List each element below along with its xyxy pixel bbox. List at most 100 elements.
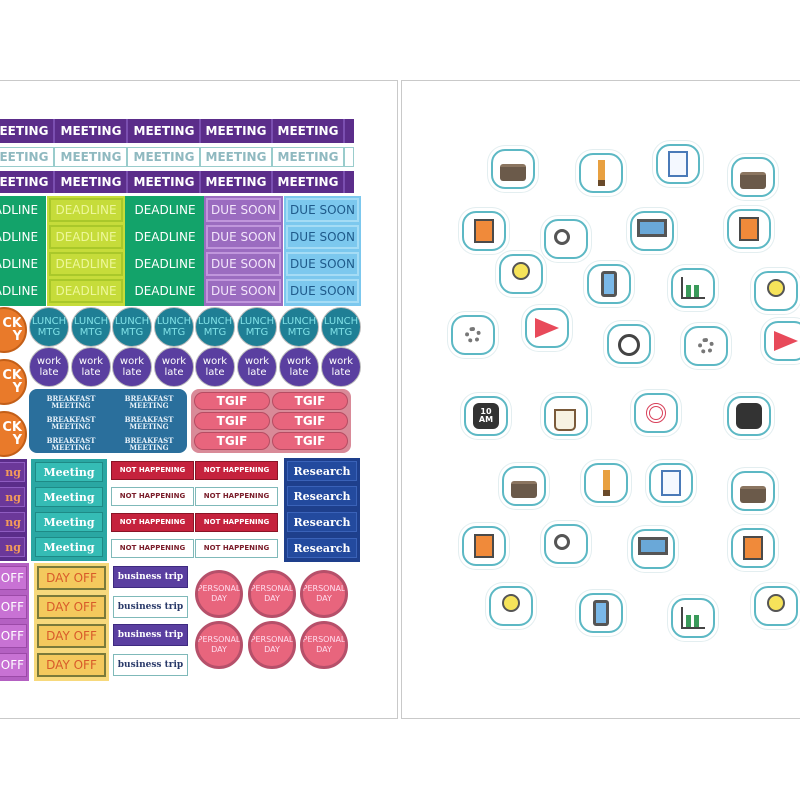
bar-chart-icon <box>671 598 715 638</box>
sticker-text: DAY <box>211 645 227 654</box>
coffee-mug-icon <box>544 396 588 436</box>
day-off-sticker: DAY OFF <box>37 566 106 590</box>
sticker-text: MTG <box>287 326 311 338</box>
work-late-sticker: work late <box>112 347 152 387</box>
sticker-text: LUNCH <box>323 315 359 327</box>
tgif-sticker: TGIF <box>194 432 270 450</box>
sticker-text: LUNCH <box>31 315 67 327</box>
lunch-mtg-sticker: LUNCH MTG <box>237 307 277 347</box>
sick-day-sticker: CK Y <box>0 359 27 405</box>
deadline-sticker: DEADLINE <box>49 225 123 249</box>
meeting-banner-row <box>0 147 354 167</box>
sticker-text: LUNCH <box>197 315 233 327</box>
deadline-sticker: DEADLINE <box>127 225 203 249</box>
breakfast-meeting-sticker: BREAKFAST MEETING <box>41 393 101 411</box>
tgif-sticker: TGIF <box>272 392 348 410</box>
checklist-glyph <box>661 470 681 496</box>
breakfast-meeting-sticker: BREAKFAST MEETING <box>41 414 101 432</box>
gear-glyph <box>465 327 481 343</box>
deadline-sticker: DEADLINE <box>49 198 123 222</box>
phone-glyph <box>593 600 609 626</box>
not-happening-sticker: NOT HAPPENING <box>195 487 278 506</box>
sticker-text: LUNCH <box>114 315 150 327</box>
personal-day-sticker: PERSONAL DAY <box>195 570 243 618</box>
briefcase-glyph <box>740 172 766 189</box>
deadline-sticker: DEADLINE <box>0 279 44 303</box>
meeting-banner-row <box>0 119 354 143</box>
magnifier-glyph <box>554 534 570 550</box>
lunch-mtg-sticker: LUNCH MTG <box>71 307 111 347</box>
meeting-sticker-script: Meeting <box>35 487 103 507</box>
sticker-text: work <box>202 355 228 367</box>
sick-day-sticker: CK Y <box>0 307 27 353</box>
megaphone-glyph <box>774 331 798 351</box>
calculator-icon <box>727 209 771 249</box>
deadline-sticker: DEADLINE <box>127 198 203 222</box>
laptop-glyph <box>637 219 667 237</box>
research-sticker: Research <box>287 512 357 532</box>
calculator-glyph <box>739 217 759 241</box>
tgif-sticker: TGIF <box>272 412 348 430</box>
sticker-text: BREAKFAST <box>124 415 174 424</box>
sticker-text: late <box>289 366 309 378</box>
checklist-glyph <box>668 151 688 177</box>
lightbulb-icon <box>754 271 798 311</box>
breakfast-meeting-sticker: BREAKFAST MEETING <box>119 414 179 432</box>
sticker-text: BREAKFAST <box>46 394 96 403</box>
watch-time-text: 10 <box>480 407 492 416</box>
meeting-sticker: MEETING <box>56 147 128 167</box>
sticker-text: LUNCH <box>156 315 192 327</box>
lunch-mtg-sticker: LUNCH MTG <box>279 307 319 347</box>
sticker-text: LUNCH <box>239 315 275 327</box>
calculator-glyph <box>474 219 494 243</box>
not-happening-sticker: NOT HAPPENING <box>111 461 194 480</box>
lightbulb-glyph <box>767 279 785 297</box>
sticker-text: work <box>119 355 145 367</box>
sticker-text: late <box>39 366 59 378</box>
tgif-sticker: TGIF <box>272 432 348 450</box>
due-soon-sticker: DUE SOON <box>206 279 281 303</box>
meeting-sticker-script: Meeting <box>35 462 103 482</box>
sick-day-text: Y <box>12 329 22 344</box>
gear-icon <box>451 315 495 355</box>
briefcase-icon <box>731 471 775 511</box>
target-icon <box>634 393 678 433</box>
lightbulb-icon <box>754 586 798 626</box>
day-off-fragment-sticker: OFF <box>0 653 27 677</box>
sticker-text: BREAKFAST <box>124 394 174 403</box>
lunch-mtg-sticker: LUNCH MTG <box>321 307 361 347</box>
business-trip-sticker: business trip <box>113 624 188 646</box>
sticker-text: MTG <box>203 326 227 338</box>
sticker-text: late <box>205 366 225 378</box>
deadline-sticker: DEADLINE <box>0 225 44 249</box>
sticker-text: PERSONAL <box>250 635 294 644</box>
work-late-sticker: work late <box>154 347 194 387</box>
sticker-text: MEETING <box>51 401 91 410</box>
meeting-sticker: MEETING <box>201 119 273 143</box>
sticker-text: MEETING <box>129 443 169 452</box>
sticker-text: late <box>164 366 184 378</box>
calculator-icon <box>462 211 506 251</box>
sticker-text: LUNCH <box>281 315 317 327</box>
day-off-sticker: DAY OFF <box>37 653 106 677</box>
personal-day-sticker: PERSONAL DAY <box>195 621 243 669</box>
lunch-mtg-sticker: LUNCH MTG <box>112 307 152 347</box>
meeting-sticker: MEETING <box>129 171 201 193</box>
meeting-sticker: MEETING <box>273 119 345 143</box>
watch-icon <box>727 396 771 436</box>
sticker-text: MTG <box>245 326 269 338</box>
sticker-text: MTG <box>37 326 61 338</box>
personal-day-sticker: PERSONAL DAY <box>248 621 296 669</box>
research-sticker: Research <box>287 461 357 481</box>
briefcase-glyph <box>511 481 537 498</box>
personal-day-sticker: PERSONAL DAY <box>300 570 348 618</box>
tgif-sticker: TGIF <box>194 392 270 410</box>
not-happening-sticker: NOT HAPPENING <box>111 487 194 506</box>
meeting-sticker: MEETING <box>0 147 55 167</box>
sticker-text: work <box>36 355 62 367</box>
sticker-text: PERSONAL <box>302 635 346 644</box>
laptop-glyph <box>638 537 668 555</box>
sticker-text: late <box>81 366 101 378</box>
watch-icon: 10 AM <box>464 396 508 436</box>
sick-day-sticker: CK Y <box>0 411 27 457</box>
